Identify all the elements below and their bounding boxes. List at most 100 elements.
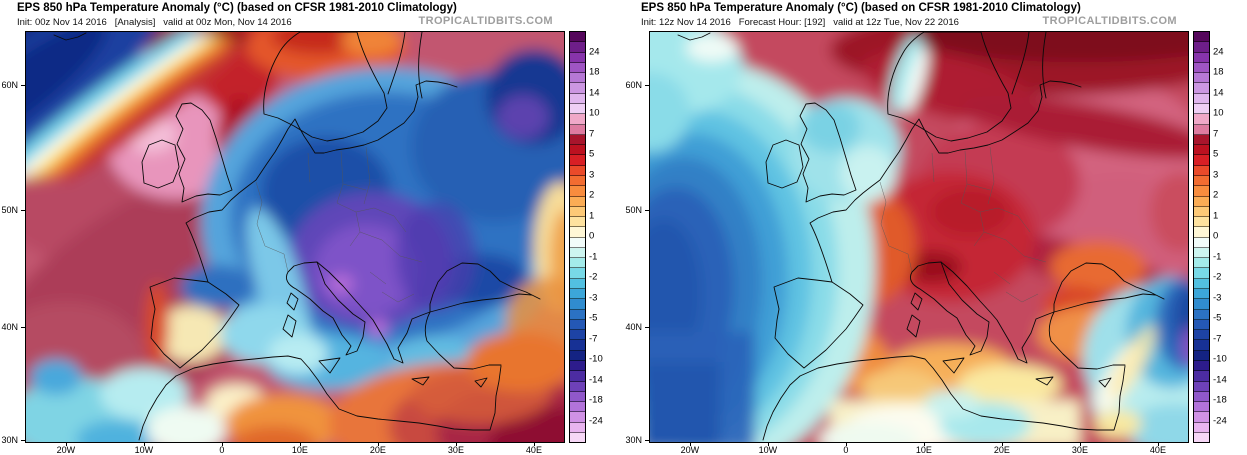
colorbar-cell (570, 278, 585, 290)
colorbar-cell (570, 422, 585, 433)
colorbar-tick-label: 24 (1213, 46, 1224, 57)
colorbar-tick-label: 7 (1213, 128, 1219, 139)
colorbar-labels: 24 18 14 10 7 5 3 2 1 0 -1 -2 -3 -5 -7 -10 -14 -18 -24 (589, 31, 621, 441)
lat-tick-label: 50N (625, 205, 642, 216)
colorbar-cell (1194, 124, 1209, 135)
colorbar-cell (1194, 289, 1209, 300)
lat-tick-label: 30N (625, 435, 642, 446)
colorbar-cell (1194, 227, 1209, 238)
colorbar-cell (570, 186, 585, 197)
lon-tick-mark (65, 442, 67, 446)
map-frame-forecast (649, 31, 1189, 443)
lon-tick-mark (1001, 442, 1003, 446)
colorbar-tick-label: 1 (1213, 210, 1219, 221)
lon-tick-mark (299, 442, 301, 446)
colorbar-tick-label: 18 (1213, 66, 1224, 78)
colorbar-cell (1194, 42, 1209, 53)
lon-tick-label: 10W (134, 445, 154, 455)
colorbar-cell (1194, 278, 1209, 290)
colorbar-cell (1194, 381, 1209, 392)
colorbar-tick-label: -5 (1213, 312, 1222, 324)
colorbar-cell (1194, 309, 1209, 320)
lon-tick-mark (143, 442, 145, 446)
colorbar-tick-label: -7 (1213, 333, 1222, 344)
colorbar-tick-label: 7 (589, 128, 595, 139)
colorbar-tick-label: 0 (1213, 230, 1219, 242)
colorbar-cell (1194, 62, 1209, 74)
lon-tick-label: 0 (219, 445, 225, 455)
colorbar-cell (570, 83, 585, 94)
lat-tick-mark (645, 327, 649, 329)
colorbar-cell (1194, 247, 1209, 259)
page-title: EPS 850 hPa Temperature Anomaly (°C) (ba… (17, 2, 457, 14)
lat-tick-label: 60N (625, 80, 642, 91)
colorbar-cell (570, 330, 585, 341)
colorbar-tick-label: -3 (1213, 292, 1222, 303)
lon-tick-mark (533, 442, 535, 446)
page-title: EPS 850 hPa Temperature Anomaly (°C) (ba… (641, 2, 1081, 14)
lon-tick-label: 10E (915, 445, 932, 455)
lon-tick-label: 10W (758, 445, 778, 455)
colorbar-cell (1194, 175, 1209, 187)
colorbar-tick-label: 2 (589, 189, 595, 201)
colorbar-cell (570, 93, 585, 104)
colorbar-cell (570, 299, 585, 310)
colorbar-labels: 24 18 14 10 7 5 3 2 1 0 -1 -2 -3 -5 -7 -10 -14 -18 -24 (1213, 31, 1245, 441)
colorbar-tick-label: 3 (1213, 169, 1219, 180)
lat-tick-mark (21, 327, 25, 329)
colorbar-tick-label: -18 (589, 394, 603, 406)
colorbar-cell (570, 32, 585, 43)
colorbar-tick-label: 14 (589, 87, 600, 98)
colorbar-cell (570, 402, 585, 413)
colorbar-cell (570, 217, 585, 228)
colorbar-tick-label: 1 (589, 210, 595, 221)
colorbar-cell (1194, 371, 1209, 382)
colorbar-tick-label: 18 (589, 66, 600, 78)
colorbar-cell (1194, 196, 1209, 207)
colorbar-tick-label: 2 (1213, 189, 1219, 201)
colorbar-tick-label: 10 (589, 107, 600, 119)
map-field-analysis (26, 32, 564, 442)
colorbar-tick-label: -2 (589, 271, 598, 283)
colorbar-cell (1194, 206, 1209, 218)
colorbar-cell (570, 381, 585, 392)
colorbar-cell (570, 145, 585, 156)
colorbar-cell (570, 391, 585, 403)
lon-tick-label: 30E (447, 445, 464, 455)
colorbar-cell (570, 432, 585, 443)
colorbar-cell (1194, 422, 1209, 433)
colorbar-cell (1194, 186, 1209, 197)
colorbar-cell (1194, 299, 1209, 310)
coastlines-overlay (677, 32, 1165, 441)
colorbar-tick-label: 10 (1213, 107, 1224, 119)
colorbar (569, 31, 586, 443)
map-frame-analysis (25, 31, 565, 443)
colorbar-tick-label: -10 (1213, 353, 1227, 365)
init-valid-text: Init: 12z Nov 14 2016 Forecast Hour: [19… (641, 17, 959, 28)
panel-forecast: EPS 850 hPa Temperature Anomaly (°C) (ba… (624, 0, 1247, 455)
colorbar-cell (570, 175, 585, 187)
colorbar-cell (570, 412, 585, 423)
tropicaltidbits-watermark: TROPICALTIDBITS.COM (1042, 15, 1177, 27)
colorbar-cell (1194, 114, 1209, 125)
lon-tick-mark (221, 442, 223, 446)
lon-tick-label: 20E (993, 445, 1010, 455)
colorbar-cell (1194, 391, 1209, 403)
lon-tick-label: 10E (291, 445, 308, 455)
colorbar-cell (1194, 340, 1209, 351)
colorbar-cell (570, 42, 585, 53)
colorbar-cell (570, 319, 585, 331)
colorbar-cell (1194, 165, 1209, 176)
colorbar (1193, 31, 1210, 443)
colorbar-tick-label: 24 (589, 46, 600, 57)
colorbar-tick-label: 3 (589, 169, 595, 180)
colorbar-tick-label: -1 (589, 251, 598, 262)
colorbar-cell (1194, 155, 1209, 166)
colorbar-tick-label: -18 (1213, 394, 1227, 406)
colorbar-cell (570, 124, 585, 135)
colorbar-cell (570, 309, 585, 320)
lat-tick-mark (21, 440, 25, 442)
colorbar-cell (1194, 93, 1209, 104)
colorbar-cell (570, 165, 585, 176)
colorbar-cell (1194, 402, 1209, 413)
